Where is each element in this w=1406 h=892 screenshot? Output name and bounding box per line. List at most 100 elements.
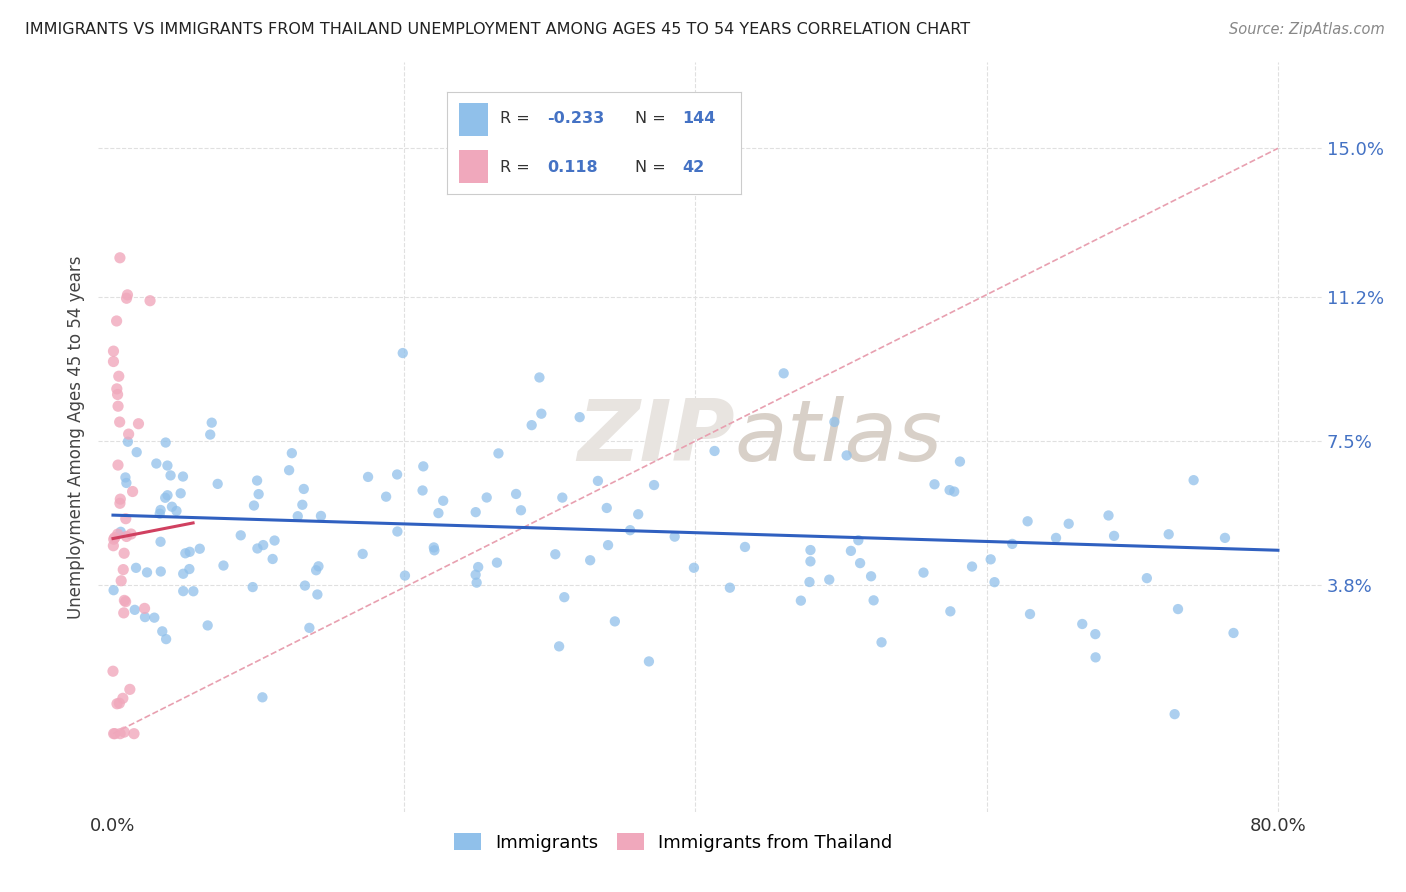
Point: [108, 726, 131, 740]
Point: [118, 682, 141, 697]
Point: [352, 547, 374, 561]
Point: [201, 416, 224, 430]
Point: [127, 417, 149, 431]
Point: [790, 593, 813, 607]
Point: [357, 470, 380, 484]
Point: [643, 478, 665, 492]
Point: [252, 538, 274, 552]
Point: [139, 293, 162, 308]
Point: [1136, 571, 1159, 585]
Point: [103, 344, 125, 359]
Point: [200, 427, 222, 442]
Point: [960, 559, 983, 574]
Point: [252, 690, 274, 705]
Point: [305, 563, 328, 577]
Point: [112, 606, 135, 620]
Point: [485, 556, 508, 570]
Point: [718, 581, 741, 595]
Point: [1222, 626, 1244, 640]
Point: [544, 547, 567, 561]
Point: [818, 573, 841, 587]
Point: [464, 505, 486, 519]
Point: [664, 530, 686, 544]
Point: [510, 503, 533, 517]
Point: [551, 491, 574, 505]
Point: [115, 475, 138, 490]
Point: [423, 541, 446, 555]
Point: [105, 697, 128, 711]
Point: [943, 484, 966, 499]
Point: [103, 539, 125, 553]
Point: [125, 561, 148, 575]
Text: Source: ZipAtlas.com: Source: ZipAtlas.com: [1229, 22, 1385, 37]
Point: [529, 370, 551, 384]
Point: [799, 574, 821, 589]
Point: [105, 314, 128, 328]
Point: [627, 508, 650, 522]
Point: [107, 369, 129, 384]
Point: [114, 595, 136, 609]
Point: [287, 509, 309, 524]
Point: [262, 552, 284, 566]
Point: [155, 491, 177, 505]
Point: [475, 491, 498, 505]
Point: [799, 543, 821, 558]
Point: [823, 415, 845, 429]
Point: [412, 459, 434, 474]
Point: [938, 483, 960, 497]
Point: [1045, 531, 1067, 545]
Point: [110, 524, 132, 539]
Point: [465, 575, 488, 590]
Point: [703, 444, 725, 458]
Point: [839, 544, 862, 558]
Point: [110, 492, 132, 507]
Point: [188, 541, 211, 556]
Point: [172, 469, 194, 483]
Point: [924, 477, 946, 491]
Point: [108, 415, 131, 429]
Point: [107, 399, 129, 413]
Point: [603, 615, 626, 629]
Point: [860, 569, 883, 583]
Point: [117, 288, 139, 302]
Point: [103, 726, 125, 740]
Point: [263, 533, 285, 548]
Point: [122, 726, 145, 740]
Point: [103, 533, 125, 547]
Text: ZIP: ZIP: [576, 395, 734, 479]
Point: [505, 487, 527, 501]
Point: [1084, 650, 1107, 665]
Point: [149, 565, 172, 579]
Point: [145, 457, 167, 471]
Point: [110, 574, 132, 588]
Point: [309, 508, 332, 523]
Point: [983, 575, 1005, 590]
Point: [1084, 627, 1107, 641]
Point: [586, 474, 609, 488]
Point: [294, 578, 316, 592]
Point: [159, 468, 181, 483]
Point: [568, 410, 591, 425]
Point: [1163, 707, 1185, 722]
Point: [291, 498, 314, 512]
Point: [278, 463, 301, 477]
Point: [308, 559, 330, 574]
Point: [174, 546, 197, 560]
Point: [104, 726, 127, 740]
Point: [412, 483, 434, 498]
Point: [160, 500, 183, 514]
Legend: Immigrants, Immigrants from Thailand: Immigrants, Immigrants from Thailand: [447, 826, 900, 859]
Point: [124, 603, 146, 617]
Point: [1001, 537, 1024, 551]
Point: [114, 470, 136, 484]
Y-axis label: Unemployment Among Ages 45 to 54 years: Unemployment Among Ages 45 to 54 years: [66, 255, 84, 619]
Point: [207, 476, 229, 491]
Point: [432, 493, 454, 508]
Point: [849, 556, 872, 570]
Point: [111, 691, 134, 706]
Point: [375, 490, 398, 504]
Point: [149, 503, 172, 517]
Point: [530, 407, 553, 421]
Point: [949, 454, 972, 468]
Point: [149, 507, 172, 521]
